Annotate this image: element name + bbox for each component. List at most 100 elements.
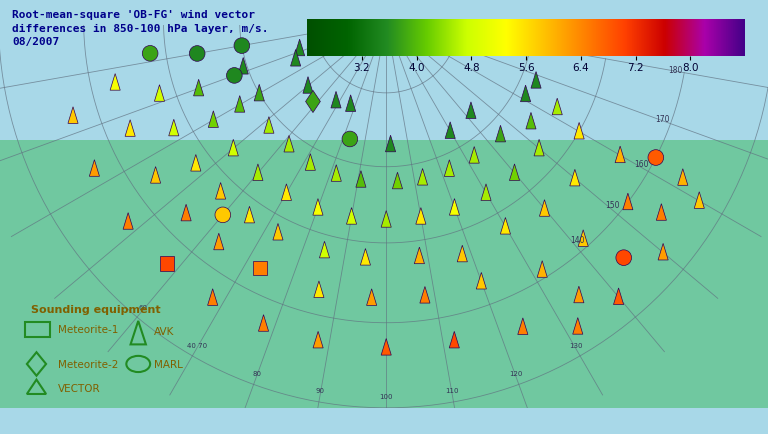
Polygon shape: [273, 224, 283, 240]
Polygon shape: [228, 140, 238, 157]
Text: 40 70: 40 70: [187, 342, 207, 349]
Text: Meteorite-1: Meteorite-1: [58, 325, 118, 335]
Polygon shape: [125, 121, 135, 137]
Polygon shape: [259, 315, 269, 332]
Text: Meteorite-2: Meteorite-2: [58, 359, 118, 369]
Polygon shape: [658, 244, 668, 260]
Polygon shape: [151, 167, 161, 184]
Polygon shape: [570, 170, 580, 187]
Polygon shape: [381, 339, 391, 355]
Polygon shape: [539, 200, 550, 217]
Circle shape: [616, 250, 631, 266]
Polygon shape: [694, 192, 704, 209]
Polygon shape: [313, 199, 323, 216]
Polygon shape: [89, 160, 100, 177]
Circle shape: [227, 69, 242, 84]
Polygon shape: [306, 91, 320, 113]
Polygon shape: [244, 207, 254, 224]
Polygon shape: [552, 99, 562, 115]
Bar: [253, 261, 267, 276]
Polygon shape: [356, 171, 366, 188]
Polygon shape: [521, 86, 531, 102]
Polygon shape: [331, 165, 341, 182]
Polygon shape: [578, 230, 588, 247]
Polygon shape: [253, 164, 263, 181]
Polygon shape: [313, 332, 323, 348]
Polygon shape: [366, 289, 377, 306]
Polygon shape: [290, 50, 301, 67]
Polygon shape: [414, 247, 425, 264]
Polygon shape: [360, 249, 370, 266]
Polygon shape: [537, 261, 548, 278]
Polygon shape: [444, 161, 455, 177]
Text: 90: 90: [316, 388, 325, 393]
Circle shape: [142, 46, 158, 62]
Text: 170: 170: [655, 114, 670, 123]
Polygon shape: [295, 40, 305, 56]
Text: AVK: AVK: [154, 327, 174, 336]
Polygon shape: [207, 289, 218, 306]
Polygon shape: [238, 58, 248, 75]
Polygon shape: [281, 184, 292, 201]
Text: Root-mean-square 'OB-FG' wind vector
differences in 850-100 hPa layer, m/s.
08/2: Root-mean-square 'OB-FG' wind vector dif…: [12, 10, 269, 47]
Text: 130: 130: [569, 342, 582, 349]
Polygon shape: [314, 281, 324, 298]
Polygon shape: [445, 122, 455, 139]
Circle shape: [215, 207, 230, 223]
Text: VECTOR: VECTOR: [58, 383, 101, 393]
Polygon shape: [574, 286, 584, 303]
Polygon shape: [449, 332, 459, 348]
Polygon shape: [466, 103, 476, 119]
Polygon shape: [284, 136, 294, 153]
Polygon shape: [476, 273, 486, 289]
Text: Sounding equipment: Sounding equipment: [31, 304, 161, 314]
Polygon shape: [254, 85, 264, 102]
Text: 80: 80: [252, 370, 261, 376]
Polygon shape: [615, 147, 625, 163]
Polygon shape: [181, 205, 191, 221]
Polygon shape: [208, 112, 218, 128]
Polygon shape: [392, 173, 402, 189]
Polygon shape: [574, 123, 584, 140]
Polygon shape: [386, 136, 396, 152]
Polygon shape: [331, 92, 341, 108]
Polygon shape: [614, 288, 624, 305]
Polygon shape: [677, 169, 688, 186]
Polygon shape: [415, 208, 426, 225]
Polygon shape: [194, 80, 204, 97]
Polygon shape: [216, 183, 226, 200]
Polygon shape: [303, 77, 313, 94]
Text: 150: 150: [605, 200, 620, 209]
Polygon shape: [169, 120, 179, 137]
Polygon shape: [518, 318, 528, 335]
Polygon shape: [264, 117, 274, 134]
Polygon shape: [319, 242, 329, 258]
Polygon shape: [657, 204, 667, 221]
Polygon shape: [110, 74, 121, 91]
Polygon shape: [418, 169, 428, 186]
Polygon shape: [534, 140, 545, 157]
Polygon shape: [214, 233, 223, 250]
Circle shape: [190, 46, 205, 62]
Polygon shape: [420, 287, 430, 303]
Polygon shape: [457, 246, 468, 262]
Polygon shape: [623, 194, 633, 210]
Text: MARL: MARL: [154, 359, 183, 369]
Text: 60: 60: [138, 305, 147, 311]
Polygon shape: [68, 108, 78, 124]
Circle shape: [648, 150, 664, 166]
Circle shape: [342, 132, 358, 148]
Polygon shape: [509, 164, 520, 181]
Polygon shape: [573, 318, 583, 335]
Polygon shape: [190, 155, 201, 172]
Polygon shape: [235, 96, 245, 113]
Polygon shape: [154, 85, 164, 102]
Bar: [0, 26, 768, 141]
Text: 160: 160: [634, 159, 649, 168]
Polygon shape: [469, 147, 479, 164]
Text: 180: 180: [668, 66, 683, 75]
Circle shape: [234, 39, 250, 54]
Bar: [160, 256, 174, 271]
Polygon shape: [495, 126, 505, 142]
Text: 140: 140: [570, 235, 584, 244]
